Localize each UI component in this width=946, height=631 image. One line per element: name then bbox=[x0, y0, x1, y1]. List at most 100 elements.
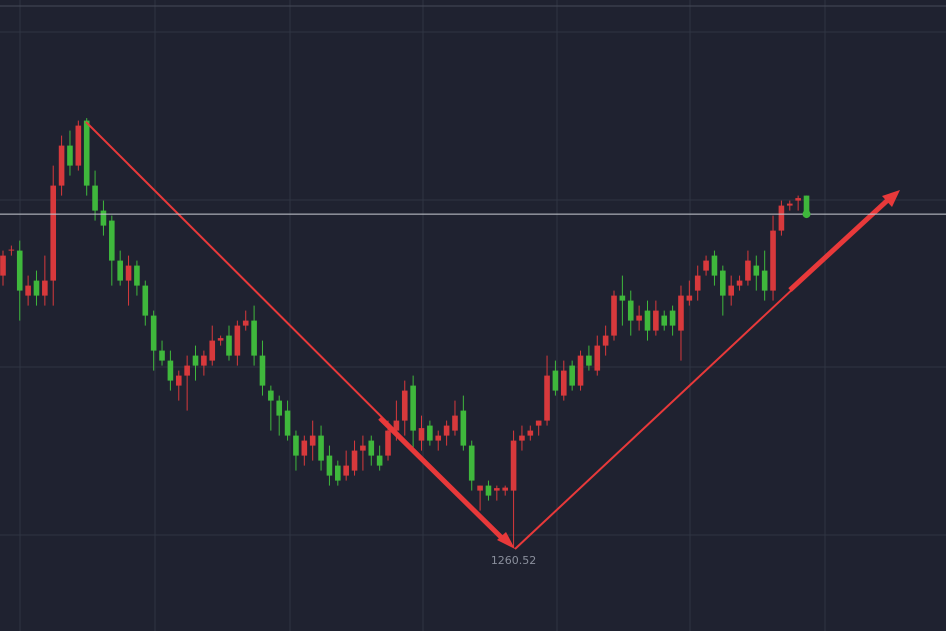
candle-body bbox=[502, 487, 508, 491]
candle-body bbox=[393, 420, 400, 431]
arrow-head bbox=[882, 190, 900, 207]
candle-body bbox=[619, 295, 626, 301]
candle-body bbox=[443, 425, 450, 436]
candle-body bbox=[125, 265, 132, 281]
candle-body bbox=[368, 440, 375, 456]
candle-body bbox=[594, 345, 601, 371]
candle-body bbox=[301, 440, 308, 456]
candle-body bbox=[586, 355, 592, 366]
candle-body bbox=[795, 198, 801, 201]
candle-body bbox=[184, 365, 190, 376]
candle-body bbox=[786, 203, 793, 206]
candle-body bbox=[117, 260, 123, 281]
candle-body bbox=[669, 310, 676, 326]
candle-body bbox=[778, 205, 785, 231]
candle-body bbox=[494, 488, 500, 491]
candle-body bbox=[209, 340, 216, 361]
candle-body bbox=[284, 410, 291, 436]
candle-body bbox=[720, 270, 726, 296]
candle-body bbox=[410, 385, 416, 431]
candle-body bbox=[234, 325, 241, 356]
candle-body bbox=[175, 375, 182, 386]
candle-body bbox=[477, 485, 483, 491]
candle-body bbox=[644, 310, 651, 331]
candle-body bbox=[728, 285, 734, 296]
candle-body bbox=[627, 300, 634, 321]
candle-body bbox=[50, 185, 57, 281]
candle-body bbox=[435, 435, 442, 441]
candle-body bbox=[33, 280, 40, 296]
candle-body bbox=[259, 355, 266, 386]
arrow-line bbox=[788, 196, 892, 292]
candle-body bbox=[653, 310, 659, 331]
candle-body bbox=[560, 370, 567, 396]
candle-body bbox=[217, 338, 224, 341]
candle-body bbox=[761, 270, 768, 291]
candle-body bbox=[242, 320, 249, 326]
candle-body bbox=[150, 315, 157, 351]
candle-body bbox=[293, 435, 299, 456]
candle-body bbox=[452, 415, 458, 431]
candle-body bbox=[510, 440, 517, 491]
candle-body bbox=[201, 355, 207, 366]
candle-body bbox=[335, 465, 341, 481]
candle-body bbox=[67, 145, 73, 166]
candle-body bbox=[460, 410, 467, 446]
low-price-label: 1260.52 bbox=[491, 554, 537, 567]
candle-body bbox=[134, 265, 140, 286]
candle-body bbox=[485, 485, 492, 496]
candle-body bbox=[770, 230, 776, 291]
candle-body bbox=[142, 285, 149, 316]
candle-body bbox=[678, 295, 684, 331]
candle-body bbox=[427, 425, 433, 441]
candle-body bbox=[703, 260, 709, 271]
candle-body bbox=[360, 445, 366, 451]
candle-body bbox=[83, 120, 90, 186]
candle-body bbox=[519, 435, 525, 441]
candle-body bbox=[803, 195, 810, 215]
candle-body bbox=[343, 465, 349, 476]
candle-body bbox=[276, 400, 283, 416]
candle-body bbox=[326, 455, 333, 476]
candle-body bbox=[711, 255, 718, 276]
candle-body bbox=[92, 185, 98, 211]
candle-body bbox=[569, 365, 575, 386]
candle-body bbox=[25, 285, 31, 296]
candle-body bbox=[159, 350, 165, 361]
candle-body bbox=[468, 445, 475, 481]
candle-body bbox=[0, 255, 6, 276]
candles bbox=[0, 118, 810, 548]
candle-body bbox=[385, 430, 391, 456]
candle-body bbox=[226, 335, 232, 356]
candle-body bbox=[109, 220, 115, 261]
candle-body bbox=[686, 295, 693, 301]
arrow-line bbox=[378, 416, 507, 543]
candle-body bbox=[268, 390, 274, 401]
candle-body bbox=[16, 250, 23, 291]
candle-body bbox=[8, 249, 15, 251]
last-price-dot bbox=[802, 210, 811, 219]
candle-body bbox=[418, 428, 425, 441]
arrow-head bbox=[497, 532, 515, 549]
candle-body bbox=[251, 320, 257, 356]
candle-body bbox=[602, 335, 609, 346]
candle-body bbox=[401, 390, 408, 421]
candle-body bbox=[694, 275, 701, 291]
candle-body bbox=[736, 280, 743, 286]
candle-body bbox=[753, 265, 760, 276]
candle-body bbox=[376, 455, 383, 466]
candle-body bbox=[535, 420, 542, 426]
candle-body bbox=[527, 430, 534, 436]
candle-body bbox=[75, 125, 82, 166]
candle-body bbox=[58, 145, 65, 186]
candle-body bbox=[192, 355, 199, 366]
candle-body bbox=[611, 295, 617, 336]
candle-body bbox=[309, 435, 316, 446]
candle-body bbox=[636, 315, 642, 321]
candle-body bbox=[661, 315, 668, 326]
candle-body bbox=[745, 260, 751, 281]
candle-body bbox=[351, 450, 358, 471]
candle-body bbox=[100, 210, 107, 226]
